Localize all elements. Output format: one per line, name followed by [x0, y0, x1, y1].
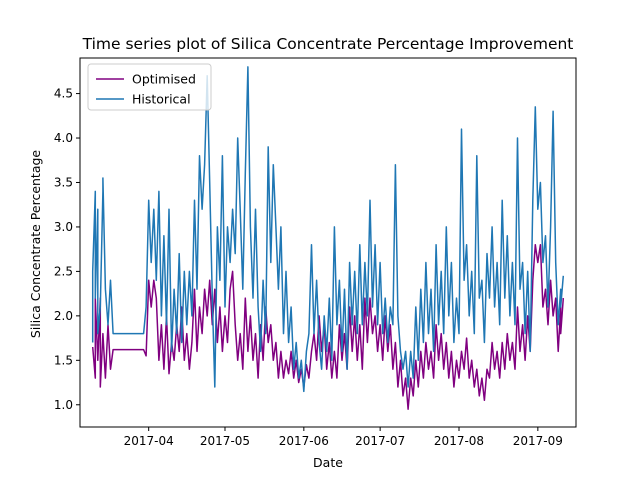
y-tick-label: 2.5 [54, 264, 73, 278]
series-line-historical [91, 66, 565, 393]
axes-border [79, 57, 577, 428]
x-tick-label: 2017-07 [355, 434, 405, 448]
legend-label: Optimised [132, 72, 196, 87]
legend-label: Historical [132, 92, 191, 107]
x-tick-label: 2017-08 [434, 434, 484, 448]
y-tick-label: 1.0 [54, 398, 73, 412]
y-tick-label: 4.5 [54, 87, 73, 101]
y-tick-label: 4.0 [54, 131, 73, 145]
y-tick-label: 2.0 [54, 309, 73, 323]
legend: Optimised Historical [87, 63, 212, 111]
plot-area [79, 57, 577, 428]
series-line-optimised [91, 243, 565, 410]
chart-title: Time series plot of Silica Concentrate P… [82, 35, 574, 53]
x-axis-label: Date [313, 455, 343, 470]
y-axis: 1.0 1.5 2.0 2.5 3.0 3.5 4.0 4.5 [54, 87, 80, 412]
y-tick-label: 3.5 [54, 175, 73, 189]
x-tick-label: 2017-04 [124, 434, 174, 448]
x-axis: 2017-04 2017-05 2017-06 2017-07 2017-08 2017-… [124, 427, 563, 448]
x-tick-label: 2017-06 [279, 434, 329, 448]
series-layer [91, 66, 565, 410]
x-tick-label: 2017-09 [513, 434, 563, 448]
x-tick-label: 2017-05 [200, 434, 250, 448]
y-tick-label: 3.0 [54, 220, 73, 234]
y-tick-label: 1.5 [54, 353, 73, 367]
y-axis-label: Silica Concentrate Percentage [28, 150, 43, 339]
